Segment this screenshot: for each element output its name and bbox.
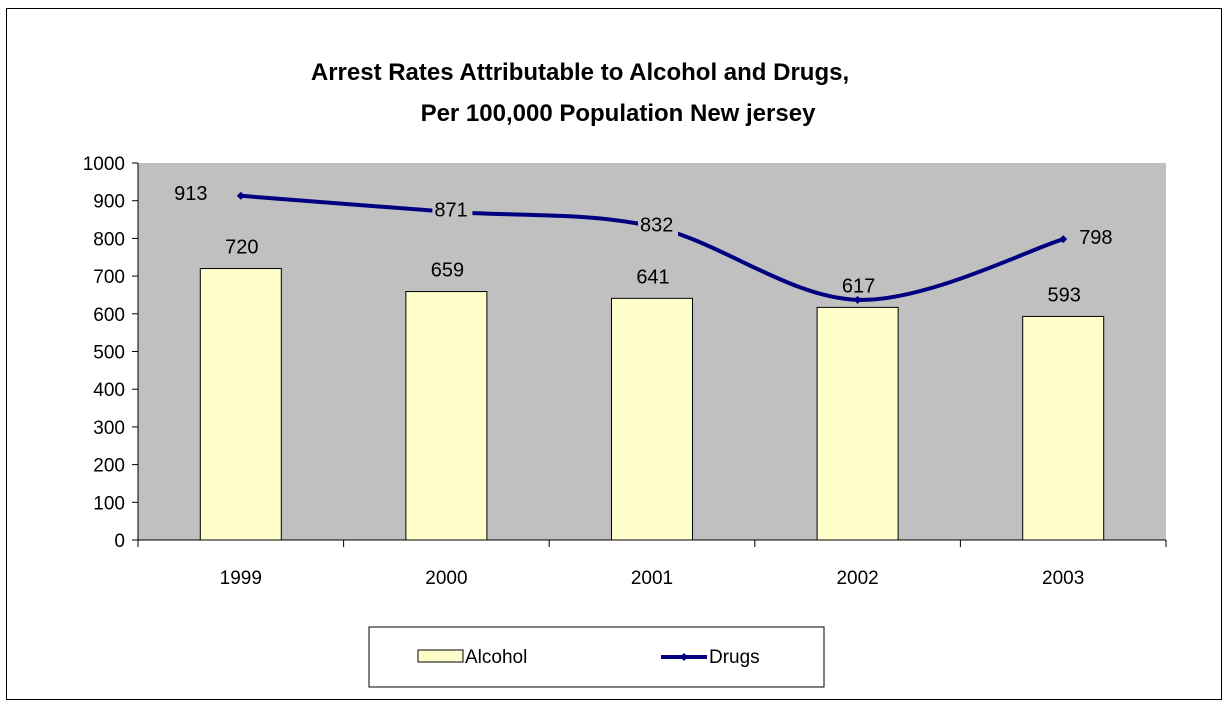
chart-title-line-1: Arrest Rates Attributable to Alcohol and… <box>311 59 849 86</box>
x-tick-label: 2002 <box>836 568 878 589</box>
data-label-drugs: 913 <box>174 183 207 205</box>
data-label-alcohol: 659 <box>431 260 464 282</box>
data-label-drugs: 871 <box>434 200 467 222</box>
chart-outer-border <box>6 8 1222 700</box>
bar-alcohol <box>1022 315 1105 541</box>
y-tick-label: 1000 <box>83 154 125 175</box>
x-tick-label: 2001 <box>631 568 673 589</box>
legend-marker-drugs <box>680 653 688 661</box>
marker-drugs <box>853 295 862 304</box>
y-tick-label: 500 <box>93 343 125 364</box>
y-tick-label: 0 <box>114 531 125 552</box>
data-label-alcohol: 720 <box>225 237 258 259</box>
y-tick-label: 400 <box>93 380 125 401</box>
chart-title-line-2: Per 100,000 Population New jersey <box>421 100 817 127</box>
marker-drugs <box>1059 235 1068 244</box>
bar-alcohol <box>816 306 899 541</box>
data-label-bg-drugs <box>432 198 473 223</box>
bar-alcohol <box>611 297 693 541</box>
y-tick-label: 200 <box>93 456 125 477</box>
bar-alcohol <box>405 291 488 541</box>
bar-alcohol <box>199 268 282 541</box>
data-label-drugs: 832 <box>640 214 673 236</box>
x-tick-label: 2000 <box>425 568 467 589</box>
data-label-alcohol: 593 <box>1048 284 1081 306</box>
data-label-bg-drugs <box>638 213 678 238</box>
y-tick-label: 700 <box>93 267 125 288</box>
y-tick-label: 600 <box>93 305 125 326</box>
y-tick-label: 300 <box>93 418 125 439</box>
plot-area: 0 100 200 300 400 500 600 700 800 900 1000 1999 2000… <box>83 154 1167 589</box>
legend-label-drugs: Drugs <box>709 647 760 668</box>
x-tick-label: 1999 <box>220 568 262 589</box>
data-label-alcohol: 641 <box>636 266 669 288</box>
y-tick-label: 900 <box>93 192 125 213</box>
data-label-drugs: 798 <box>1079 227 1112 249</box>
legend-label-alcohol: Alcohol <box>465 647 527 668</box>
data-label-alcohol: 617 <box>842 275 875 297</box>
marker-drugs <box>236 191 245 200</box>
y-tick-label: 100 <box>93 493 125 514</box>
x-tick-label: 2003 <box>1042 568 1084 589</box>
legend-swatch-alcohol <box>417 649 464 663</box>
y-tick-label: 800 <box>93 229 125 250</box>
legend: Alcohol Drugs <box>368 626 825 688</box>
